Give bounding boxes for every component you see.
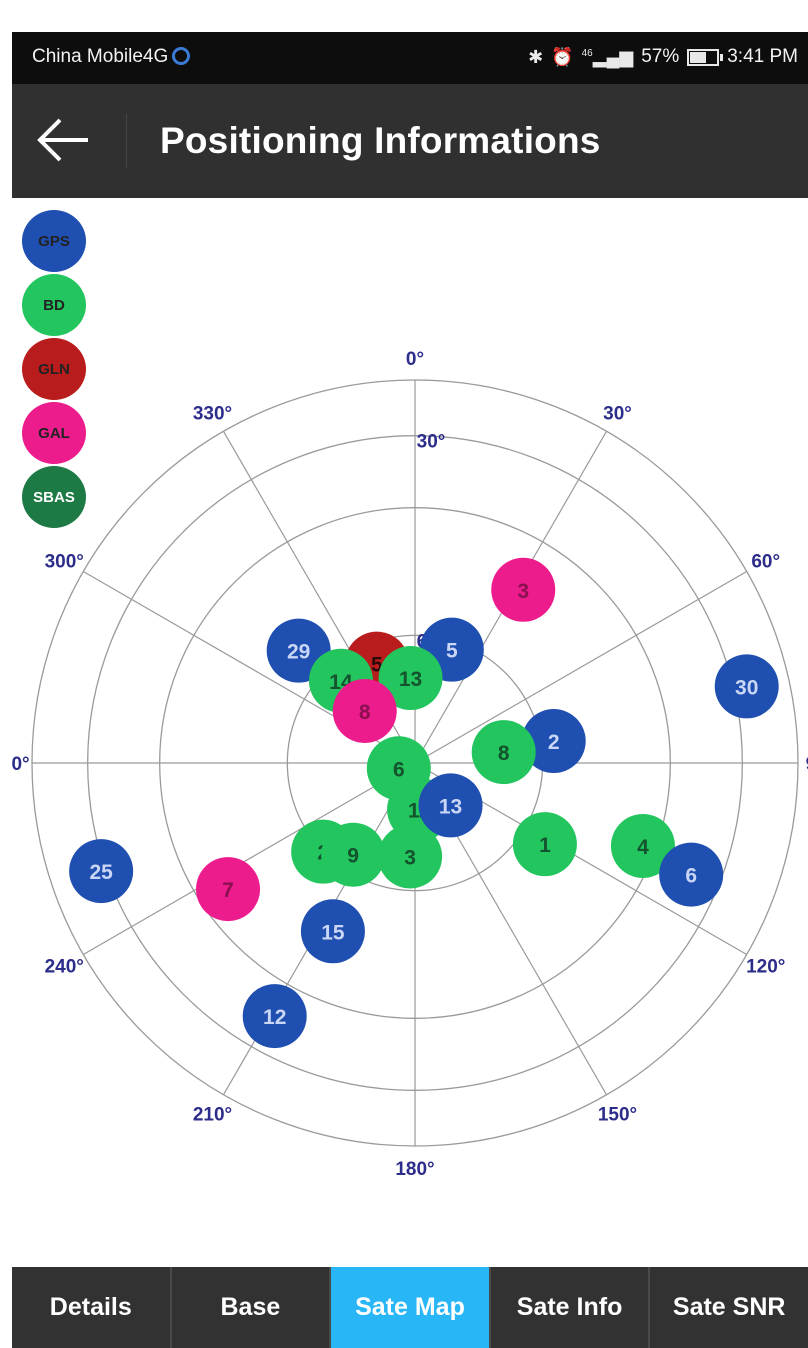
satellite-id: 3 bbox=[517, 580, 529, 603]
browser-notification-icon bbox=[172, 46, 191, 65]
satellite-bd-9[interactable]: 9 bbox=[321, 822, 386, 887]
tab-base[interactable]: Base bbox=[172, 1267, 332, 1348]
satellite-sky-map: 0° 30° 60° 90° 120° 150° 180° 210° 240° 270° 300° 3… bbox=[12, 349, 808, 1180]
satellite-gal-8[interactable]: 8 bbox=[332, 678, 397, 743]
bluetooth-icon: ✱ bbox=[528, 46, 544, 67]
legend-sbas: SBAS bbox=[22, 466, 86, 528]
legend-gps: GPS bbox=[22, 210, 86, 272]
azimuth-label: 0° bbox=[406, 349, 424, 370]
battery-percent: 57% bbox=[641, 46, 680, 67]
satellite-marker bbox=[378, 824, 443, 889]
satellite-marker bbox=[69, 839, 134, 904]
satellite-id: 25 bbox=[89, 861, 113, 884]
tab-sate-map[interactable]: Sate Map bbox=[331, 1267, 491, 1348]
satellite-gps-15[interactable]: 15 bbox=[300, 899, 365, 964]
satellite-gps-2[interactable]: 2 bbox=[521, 709, 586, 774]
azimuth-label: 180° bbox=[395, 1159, 434, 1180]
network-type: 46 bbox=[581, 47, 593, 59]
satellite-gal-7[interactable]: 7 bbox=[196, 857, 261, 922]
legend-gal: GAL bbox=[22, 402, 86, 464]
satellite-marker bbox=[659, 842, 724, 907]
satellite-marker bbox=[196, 857, 261, 922]
azimuth-label: 90° bbox=[806, 754, 808, 775]
satellite-id: 13 bbox=[439, 795, 462, 818]
bottom-tab-bar: Details Base Sate Map Sate Info Sate SNR bbox=[12, 1267, 808, 1348]
satellite-bd-13[interactable]: 13 bbox=[378, 646, 443, 711]
azimuth-label: 30° bbox=[603, 403, 632, 424]
satellite-marker bbox=[714, 654, 779, 719]
satellite-marker bbox=[242, 984, 307, 1049]
satellite-bd-4[interactable]: 4 bbox=[610, 813, 675, 878]
satellite-gps-30[interactable]: 30 bbox=[714, 654, 779, 719]
satellite-marker bbox=[512, 812, 577, 877]
satellite-marker bbox=[300, 899, 365, 964]
spoke-240 bbox=[83, 762, 416, 956]
satellite-bd-8[interactable]: 8 bbox=[471, 720, 536, 785]
satellite-marker bbox=[491, 557, 556, 622]
satellite-gps-13[interactable]: 13 bbox=[418, 773, 483, 838]
satellite-gps-6[interactable]: 6 bbox=[659, 842, 724, 907]
satellite-gps-12[interactable]: 12 bbox=[242, 984, 307, 1049]
legend-bd: BD bbox=[22, 274, 86, 336]
azimuth-label: 330° bbox=[193, 403, 232, 424]
satellite-marker bbox=[418, 773, 483, 838]
azimuth-label: 120° bbox=[746, 957, 785, 978]
satellite-gps-25[interactable]: 25 bbox=[69, 839, 134, 904]
satellite-marker bbox=[521, 709, 586, 774]
carrier-label: China Mobile4G bbox=[32, 46, 191, 68]
carrier-text: China Mobile4G bbox=[32, 46, 169, 67]
satellite-id: 8 bbox=[498, 742, 510, 765]
satellite-id: 5 bbox=[446, 640, 458, 663]
satellite-marker bbox=[321, 822, 386, 887]
page-title: Positioning Informations bbox=[160, 120, 601, 161]
app-bar: Positioning Informations bbox=[12, 84, 808, 198]
satellite-bd-1[interactable]: 1 bbox=[512, 812, 577, 877]
azimuth-label: 270° bbox=[12, 754, 30, 775]
clock: 3:41 PM bbox=[727, 46, 798, 67]
satellite-id: 12 bbox=[263, 1006, 286, 1029]
constellation-legend: GPS BD GLN GAL SBAS bbox=[22, 210, 86, 530]
satellite-bd-3[interactable]: 3 bbox=[378, 824, 443, 889]
satellite-gal-3[interactable]: 3 bbox=[491, 557, 556, 622]
azimuth-label: 210° bbox=[193, 1105, 232, 1126]
satellite-marker bbox=[610, 813, 675, 878]
satellite-marker bbox=[332, 678, 397, 743]
azimuth-label: 150° bbox=[598, 1105, 637, 1126]
satellite-id: 7 bbox=[222, 879, 234, 902]
spoke-60 bbox=[414, 570, 747, 764]
satellite-id: 30 bbox=[735, 676, 758, 699]
tab-sate-snr[interactable]: Sate SNR bbox=[672, 1293, 786, 1321]
satellite-id: 1 bbox=[539, 834, 551, 857]
signal-icon: 46▂▄▆ bbox=[581, 46, 634, 67]
alarm-icon: ⏰ bbox=[551, 46, 574, 67]
satellite-id: 8 bbox=[359, 701, 371, 724]
satellite-id: 4 bbox=[637, 836, 649, 859]
satellite-id: 2 bbox=[548, 731, 560, 754]
satellite-id: 6 bbox=[393, 758, 405, 781]
tab-sate-info[interactable]: Sate Info bbox=[491, 1267, 651, 1348]
satellite-id: 15 bbox=[321, 921, 345, 944]
azimuth-label: 240° bbox=[45, 957, 84, 978]
elevation-label: 30° bbox=[417, 432, 446, 453]
back-button[interactable] bbox=[34, 112, 98, 168]
azimuth-label: 60° bbox=[751, 552, 780, 573]
status-icons: ✱ ⏰ 46▂▄▆ 57% 3:41 PM bbox=[528, 46, 798, 68]
back-arrow-icon bbox=[37, 118, 88, 162]
satellite-id: 6 bbox=[685, 865, 697, 888]
satellite-id: 9 bbox=[347, 845, 359, 868]
app-bar-divider bbox=[126, 114, 127, 168]
phone-screen: China Mobile4G ✱ ⏰ 46▂▄▆ 57% 3:41 PM Pos… bbox=[12, 32, 808, 1348]
satellite-id: 3 bbox=[404, 846, 416, 869]
battery-icon bbox=[687, 48, 724, 66]
satellite-marker bbox=[471, 720, 536, 785]
satellite-id: 13 bbox=[399, 668, 422, 691]
satellite-marker bbox=[378, 646, 443, 711]
satellite-id: 29 bbox=[287, 641, 310, 664]
tab-details[interactable]: Details bbox=[12, 1267, 172, 1348]
legend-gln: GLN bbox=[22, 338, 86, 400]
azimuth-label: 300° bbox=[45, 552, 84, 573]
status-bar: China Mobile4G ✱ ⏰ 46▂▄▆ 57% 3:41 PM bbox=[12, 32, 808, 84]
